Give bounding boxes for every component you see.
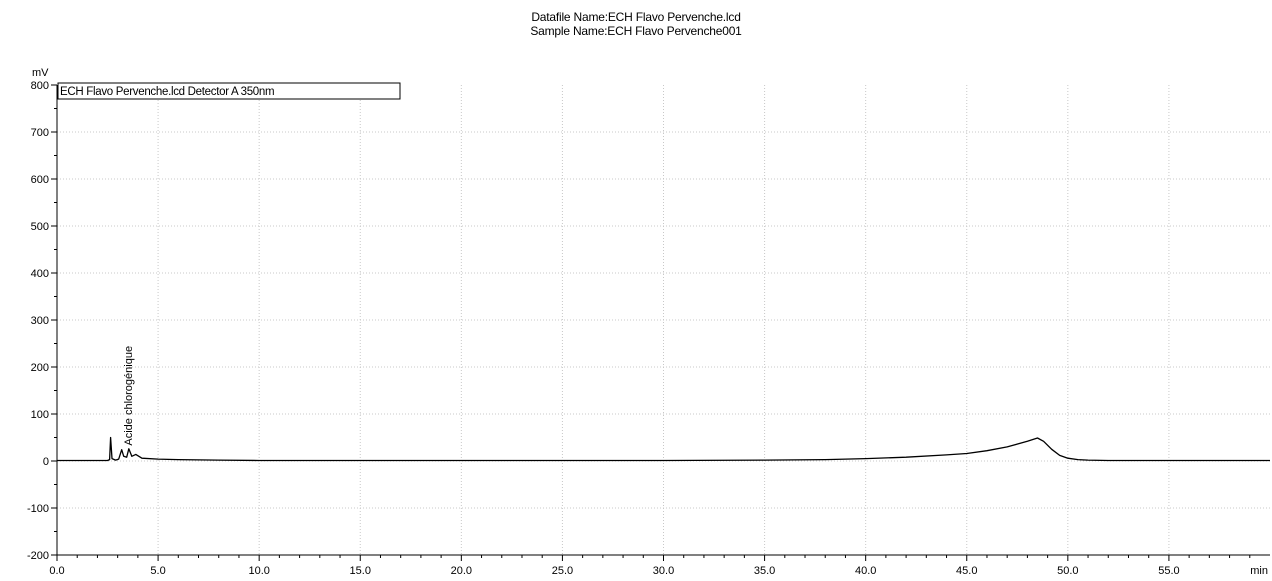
x-tick-label: 55.0: [1158, 565, 1179, 577]
y-tick-label: 0: [43, 456, 49, 468]
peak-annotation: Acide chlorogénique: [123, 346, 135, 446]
y-tick-label: 100: [31, 409, 49, 421]
x-tick-label: 40.0: [855, 565, 876, 577]
x-tick-label: 30.0: [653, 565, 674, 577]
y-tick-label: 500: [31, 221, 49, 233]
legend-box: [57, 82, 401, 100]
y-tick-label: 700: [31, 127, 49, 139]
chart-header: Datafile Name:ECH Flavo Pervenche.lcd Sa…: [0, 10, 1272, 38]
y-tick-label: -100: [27, 503, 49, 515]
x-tick-label: 20.0: [451, 565, 472, 577]
x-tick-label: 15.0: [350, 565, 371, 577]
x-tick-label: 5.0: [150, 565, 165, 577]
y-tick-label: 600: [31, 174, 49, 186]
x-tick-label: 45.0: [956, 565, 977, 577]
x-tick-label: 35.0: [754, 565, 775, 577]
y-tick-label: 800: [31, 80, 49, 92]
x-tick-label: 25.0: [552, 565, 573, 577]
y-axis-label: mV: [32, 67, 49, 79]
chromatogram-trace: [57, 436, 1270, 462]
y-tick-label: -200: [27, 550, 49, 562]
legend-label: ECH Flavo Pervenche.lcd Detector A 350nm: [60, 86, 274, 98]
x-axis-label: min: [1250, 565, 1268, 577]
y-tick-label: 400: [31, 268, 49, 280]
datafile-name-label: Datafile Name:ECH Flavo Pervenche.lcd: [531, 10, 741, 24]
sample-name-label: Sample Name:ECH Flavo Pervenche001: [530, 24, 742, 38]
x-tick-label: 10.0: [248, 565, 269, 577]
y-tick-label: 200: [31, 362, 49, 374]
x-tick-label: 0.0: [49, 565, 64, 577]
y-tick-label: 300: [31, 315, 49, 327]
x-tick-label: 50.0: [1057, 565, 1078, 577]
